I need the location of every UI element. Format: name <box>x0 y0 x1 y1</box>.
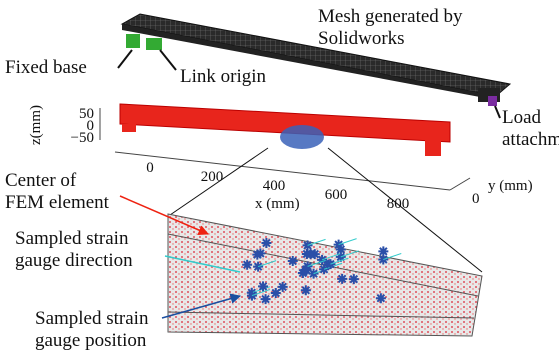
label: Load <box>502 107 542 128</box>
tick-label: 400 <box>263 178 286 194</box>
gauge-marker <box>242 260 252 270</box>
gauge-marker <box>376 293 386 303</box>
tick-label: 0 <box>472 191 480 207</box>
gauge-marker <box>306 249 316 259</box>
axis-label: x (mm) <box>255 196 300 212</box>
label: gauge position <box>35 330 147 351</box>
label: Sampled strain <box>35 308 149 329</box>
arrow <box>118 50 132 68</box>
gauge-marker <box>349 274 359 284</box>
tick-label: 600 <box>325 187 348 203</box>
zoom-line <box>170 148 268 215</box>
label: Solidworks <box>318 28 405 49</box>
label: Link origin <box>180 66 267 87</box>
axis-label: y (mm) <box>488 178 533 194</box>
axis-label: z(mm) <box>28 105 44 145</box>
fem-beam <box>120 104 450 156</box>
label: FEM element <box>5 192 110 213</box>
axis <box>450 178 470 190</box>
arrow <box>160 50 176 70</box>
label: Sampled strain <box>15 228 129 249</box>
gauge-marker <box>258 281 268 291</box>
tick-label: 200 <box>201 169 224 185</box>
label: Mesh generated by <box>318 6 463 27</box>
gauge-marker <box>288 256 298 266</box>
gauge-marker <box>255 248 265 258</box>
figure: Mesh generated by Solidworks Fixed base … <box>0 0 559 356</box>
tick-label: 0 <box>146 160 154 176</box>
arrow <box>120 196 208 234</box>
zoom-beam <box>168 214 482 336</box>
label: gauge direction <box>15 250 133 271</box>
label: Center of <box>5 170 77 191</box>
tick-label: −50 <box>71 130 94 146</box>
mesh-beam <box>122 14 510 106</box>
gauge-marker <box>337 274 347 284</box>
label: attachment <box>502 129 559 150</box>
arrow <box>495 106 500 118</box>
gauge-marker <box>261 238 271 248</box>
gauge-marker <box>271 288 281 298</box>
gauge-marker <box>301 285 311 295</box>
gauge-marker <box>261 294 271 304</box>
label: Fixed base <box>5 57 87 78</box>
